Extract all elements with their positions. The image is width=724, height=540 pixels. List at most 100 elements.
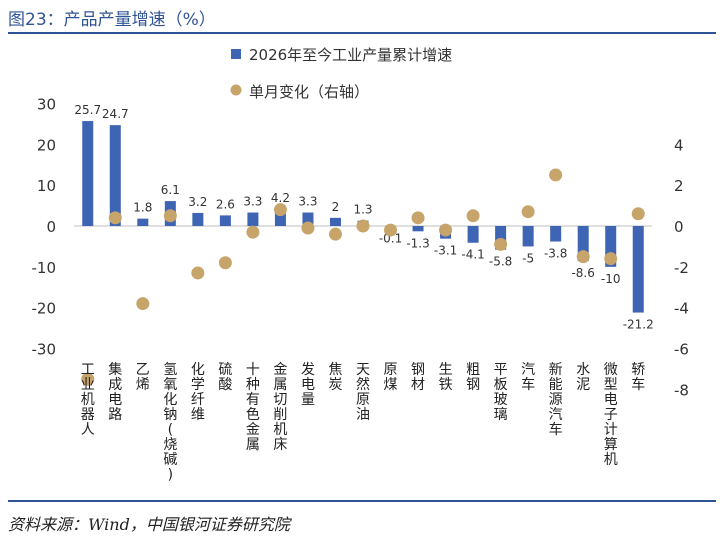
bar — [137, 218, 149, 226]
category-label: 原煤 — [384, 362, 398, 393]
bar-data-label: -8.6 — [571, 266, 594, 280]
y-right-tick-label: 2 — [674, 177, 684, 195]
bar — [247, 212, 259, 226]
monthly-change-dot — [136, 297, 150, 311]
bar-data-label: -4.1 — [461, 248, 484, 262]
monthly-change-dot — [273, 203, 287, 217]
category-label: 钢材 — [411, 362, 425, 393]
category-label: 乙烯 — [136, 362, 150, 393]
category-label: 工业机器人 — [81, 362, 95, 438]
category-label: 集成电路 — [108, 361, 122, 423]
category-label: 新能源汽车 — [549, 362, 563, 438]
monthly-change-dot — [466, 209, 480, 223]
monthly-change-dot — [328, 227, 342, 241]
category-label: 生铁 — [439, 362, 453, 393]
bar-data-label: 24.7 — [102, 107, 129, 121]
y-left-tick-label: -30 — [32, 341, 57, 359]
monthly-change-dot — [246, 225, 260, 239]
bar-data-label: 3.3 — [298, 195, 317, 209]
bar-data-label: -5 — [522, 251, 534, 265]
monthly-change-dot — [576, 250, 590, 264]
bar — [605, 226, 617, 267]
bar — [329, 217, 341, 226]
bar-data-label: 1.3 — [353, 203, 372, 217]
source-note: 资料来源：Wind，中国银河证券研究院 — [8, 515, 290, 534]
title-rule — [8, 32, 716, 34]
monthly-change-dot — [108, 211, 122, 225]
bar-data-label: -3.1 — [434, 244, 457, 258]
y-right-tick-label: -2 — [674, 259, 689, 277]
y-left-tick-label: 20 — [37, 136, 56, 154]
category-label: 十种有色金属 — [246, 362, 260, 453]
bar-data-label: -10 — [601, 272, 621, 286]
figure-title: 图23：产品产量增速（%） — [8, 10, 216, 30]
bar-data-label: -21.2 — [623, 318, 654, 332]
category-label: 粗钢 — [466, 362, 480, 393]
bar-data-label: -1.3 — [406, 236, 429, 250]
bar-data-label: 4.2 — [271, 191, 290, 205]
bar — [577, 226, 589, 262]
monthly-change-dot — [604, 252, 618, 266]
bar — [495, 226, 507, 250]
y-right-tick-label: -8 — [674, 381, 689, 399]
bar-data-label: -5.8 — [489, 255, 512, 269]
bar-data-label: 25.7 — [74, 103, 101, 117]
legend-swatch-dot — [230, 84, 242, 96]
y-left-tick-label: -20 — [32, 300, 57, 318]
category-label: 水泥 — [576, 362, 590, 393]
bar — [412, 226, 424, 232]
category-label: 硫酸 — [218, 362, 232, 393]
monthly-change-dot — [549, 168, 563, 182]
category-label: 发电量 — [301, 362, 315, 408]
legend-label-dot: 单月变化（右轴） — [249, 83, 369, 101]
bar — [550, 226, 562, 242]
category-label: 氢氧化钠(烧碱) — [163, 362, 177, 483]
chart: 2026年至今工业产量累计增速单月变化（右轴）3020100-10-20-304… — [32, 46, 689, 483]
legend-label-bar: 2026年至今工业产量累计增速 — [249, 46, 452, 64]
y-right-tick-label: -6 — [674, 341, 689, 359]
y-right-tick-label: 0 — [674, 218, 684, 236]
y-right-tick-label: -4 — [674, 300, 689, 318]
monthly-change-dot — [384, 223, 398, 237]
category-label: 微型电子计算机 — [604, 362, 618, 468]
monthly-change-dot — [163, 209, 177, 223]
category-label: 平板玻璃 — [494, 362, 508, 423]
bottom-rule — [8, 500, 716, 502]
bar-data-label: 2 — [332, 200, 340, 214]
monthly-change-dot — [218, 256, 232, 270]
category-label: 轿车 — [631, 362, 645, 393]
bar-data-label: 3.3 — [243, 195, 262, 209]
bar — [467, 226, 479, 243]
bar-data-label: 3.2 — [188, 195, 207, 209]
bar — [302, 212, 314, 226]
bar — [274, 208, 286, 226]
category-label: 汽车 — [521, 362, 535, 393]
category-label: 化学纤维 — [191, 362, 205, 423]
monthly-change-dot — [301, 221, 315, 235]
bar-data-label: 6.1 — [161, 183, 180, 197]
category-label: 焦炭 — [328, 362, 342, 393]
bar — [632, 226, 644, 313]
monthly-change-dot — [439, 223, 453, 237]
y-left-tick-label: 0 — [46, 218, 56, 236]
monthly-change-dot — [631, 207, 645, 221]
bar — [109, 125, 121, 226]
bar-data-label: -3.8 — [544, 247, 567, 261]
monthly-change-dot — [81, 372, 95, 386]
y-left-tick-label: 30 — [37, 96, 56, 114]
category-label: 金属切削机床 — [273, 362, 287, 453]
category-label: 天然原油 — [356, 362, 370, 423]
bar — [219, 215, 231, 226]
monthly-change-dot — [191, 266, 205, 280]
bar-data-label: 1.8 — [133, 201, 152, 215]
monthly-change-dot — [521, 205, 535, 219]
bar — [82, 121, 94, 226]
y-right-tick-label: 4 — [674, 136, 684, 154]
y-left-tick-label: -10 — [32, 259, 57, 277]
monthly-change-dot — [356, 219, 370, 233]
bar — [522, 226, 534, 247]
monthly-change-dot — [411, 211, 425, 225]
monthly-change-dot — [494, 237, 508, 251]
bar — [192, 212, 204, 226]
bar-data-label: 2.6 — [216, 197, 235, 211]
